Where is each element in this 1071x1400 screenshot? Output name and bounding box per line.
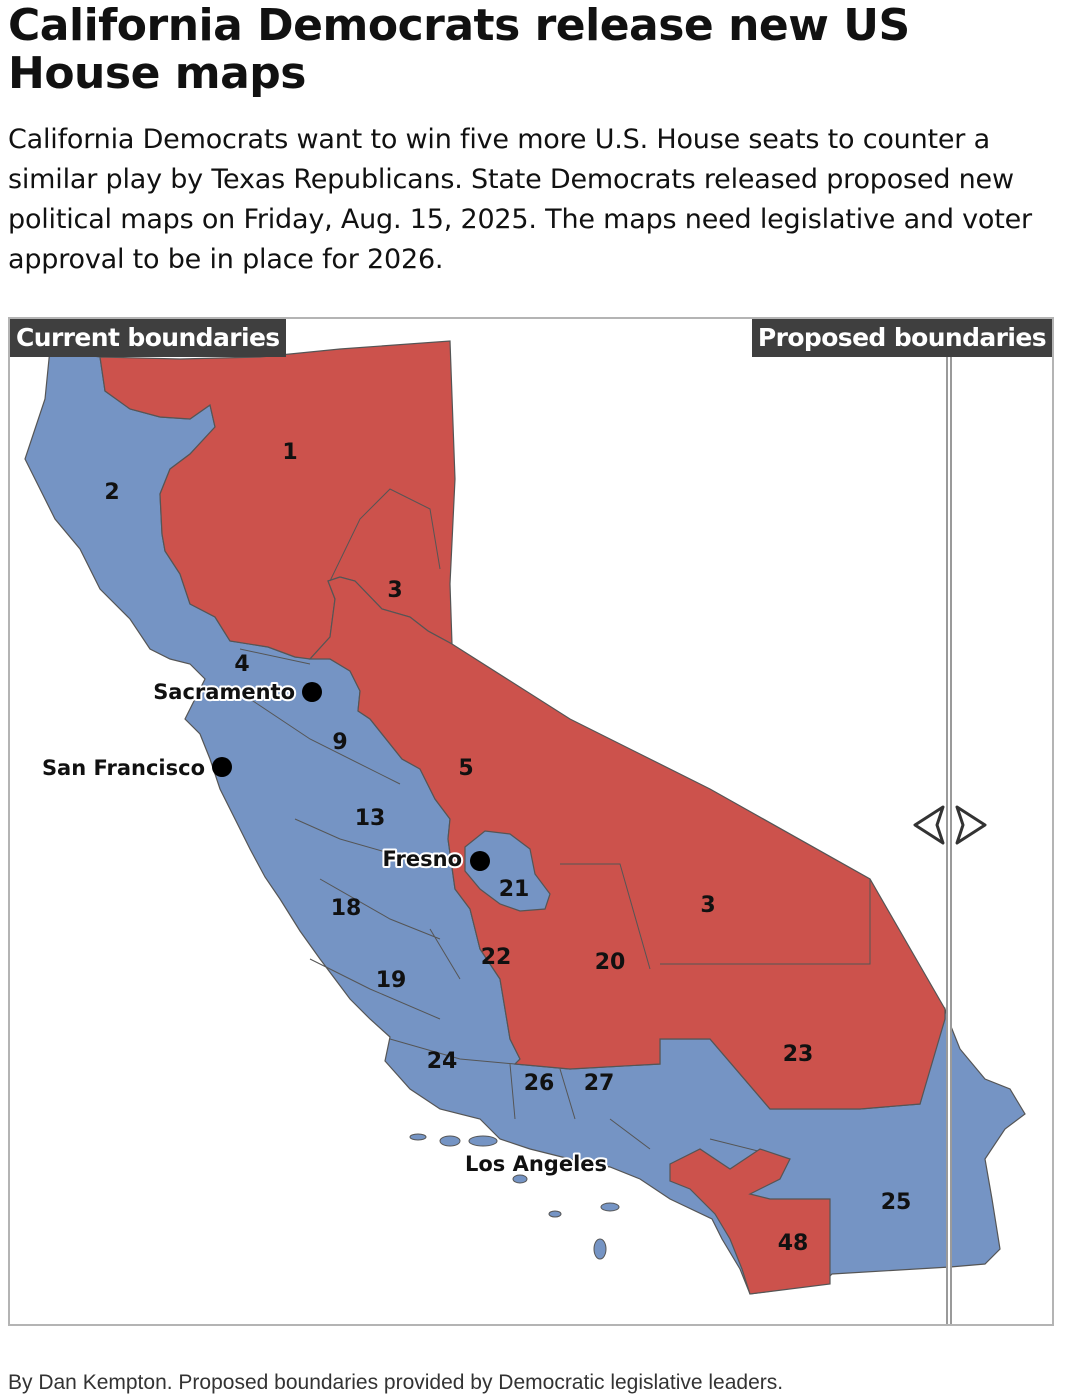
- credit-line: By Dan Kempton. Proposed boundaries prov…: [8, 1371, 784, 1394]
- city-dot-san-francisco: [212, 757, 232, 777]
- district-label: 19: [376, 968, 407, 993]
- city-dot-sacramento: [302, 682, 322, 702]
- city-label-fresno: Fresno: [383, 847, 462, 871]
- district-label: 3: [387, 578, 402, 603]
- district-label: 5: [458, 756, 473, 781]
- district-label: 22: [481, 945, 512, 970]
- district-label: 1: [282, 440, 297, 465]
- district-label: 18: [331, 896, 362, 921]
- district-label: 23: [783, 1042, 814, 1067]
- comparison-slider-divider[interactable]: [946, 357, 952, 1324]
- california-map: 1 2 3 4 9 5 13 21 18 3 22 20 19 23 24 26…: [24, 340, 1026, 1295]
- district-label: 26: [524, 1071, 555, 1096]
- city-dot-fresno: [470, 851, 490, 871]
- proposed-boundaries-label: Proposed boundaries: [751, 319, 1052, 357]
- dek: California Democrats want to win five mo…: [8, 124, 1032, 275]
- district-labels: 1 2 3 4 9 5 13 21 18 3 22 20 19 23 24 26…: [104, 440, 911, 1256]
- district-label: 13: [355, 806, 386, 831]
- district-label: 2: [104, 480, 119, 505]
- left-right-chevrons-icon: [913, 805, 987, 845]
- district-48-region: [669, 1148, 831, 1295]
- district-label: 48: [778, 1231, 809, 1256]
- district-1-region: [99, 340, 456, 660]
- district-label: 24: [427, 1049, 458, 1074]
- headline: California Democrats release new US Hous…: [8, 0, 910, 99]
- city-label-san-francisco: San Francisco: [42, 756, 205, 780]
- district-label: 9: [332, 730, 347, 755]
- district-label: 21: [499, 877, 530, 902]
- district-label: 3: [700, 893, 715, 918]
- city-label-sacramento: Sacramento: [153, 680, 295, 704]
- district-borders: [239, 488, 871, 1155]
- district-label: 20: [595, 950, 626, 975]
- channel-islands: [409, 1133, 620, 1260]
- current-boundaries-label: Current boundaries: [10, 319, 286, 357]
- comparison-slider-handle[interactable]: [907, 803, 993, 847]
- district-label: 4: [234, 652, 249, 677]
- district-5-region: [308, 576, 946, 1110]
- district-21-region: [464, 830, 551, 912]
- district-label: 25: [881, 1190, 912, 1215]
- map-comparison[interactable]: 1 2 3 4 9 5 13 21 18 3 22 20 19 23 24 26…: [8, 317, 1054, 1326]
- city-label-los-angeles: Los Angeles: [465, 1152, 607, 1176]
- district-label: 27: [584, 1071, 615, 1096]
- city-markers: Sacramento San Francisco Fresno Los Ange…: [40, 678, 609, 1178]
